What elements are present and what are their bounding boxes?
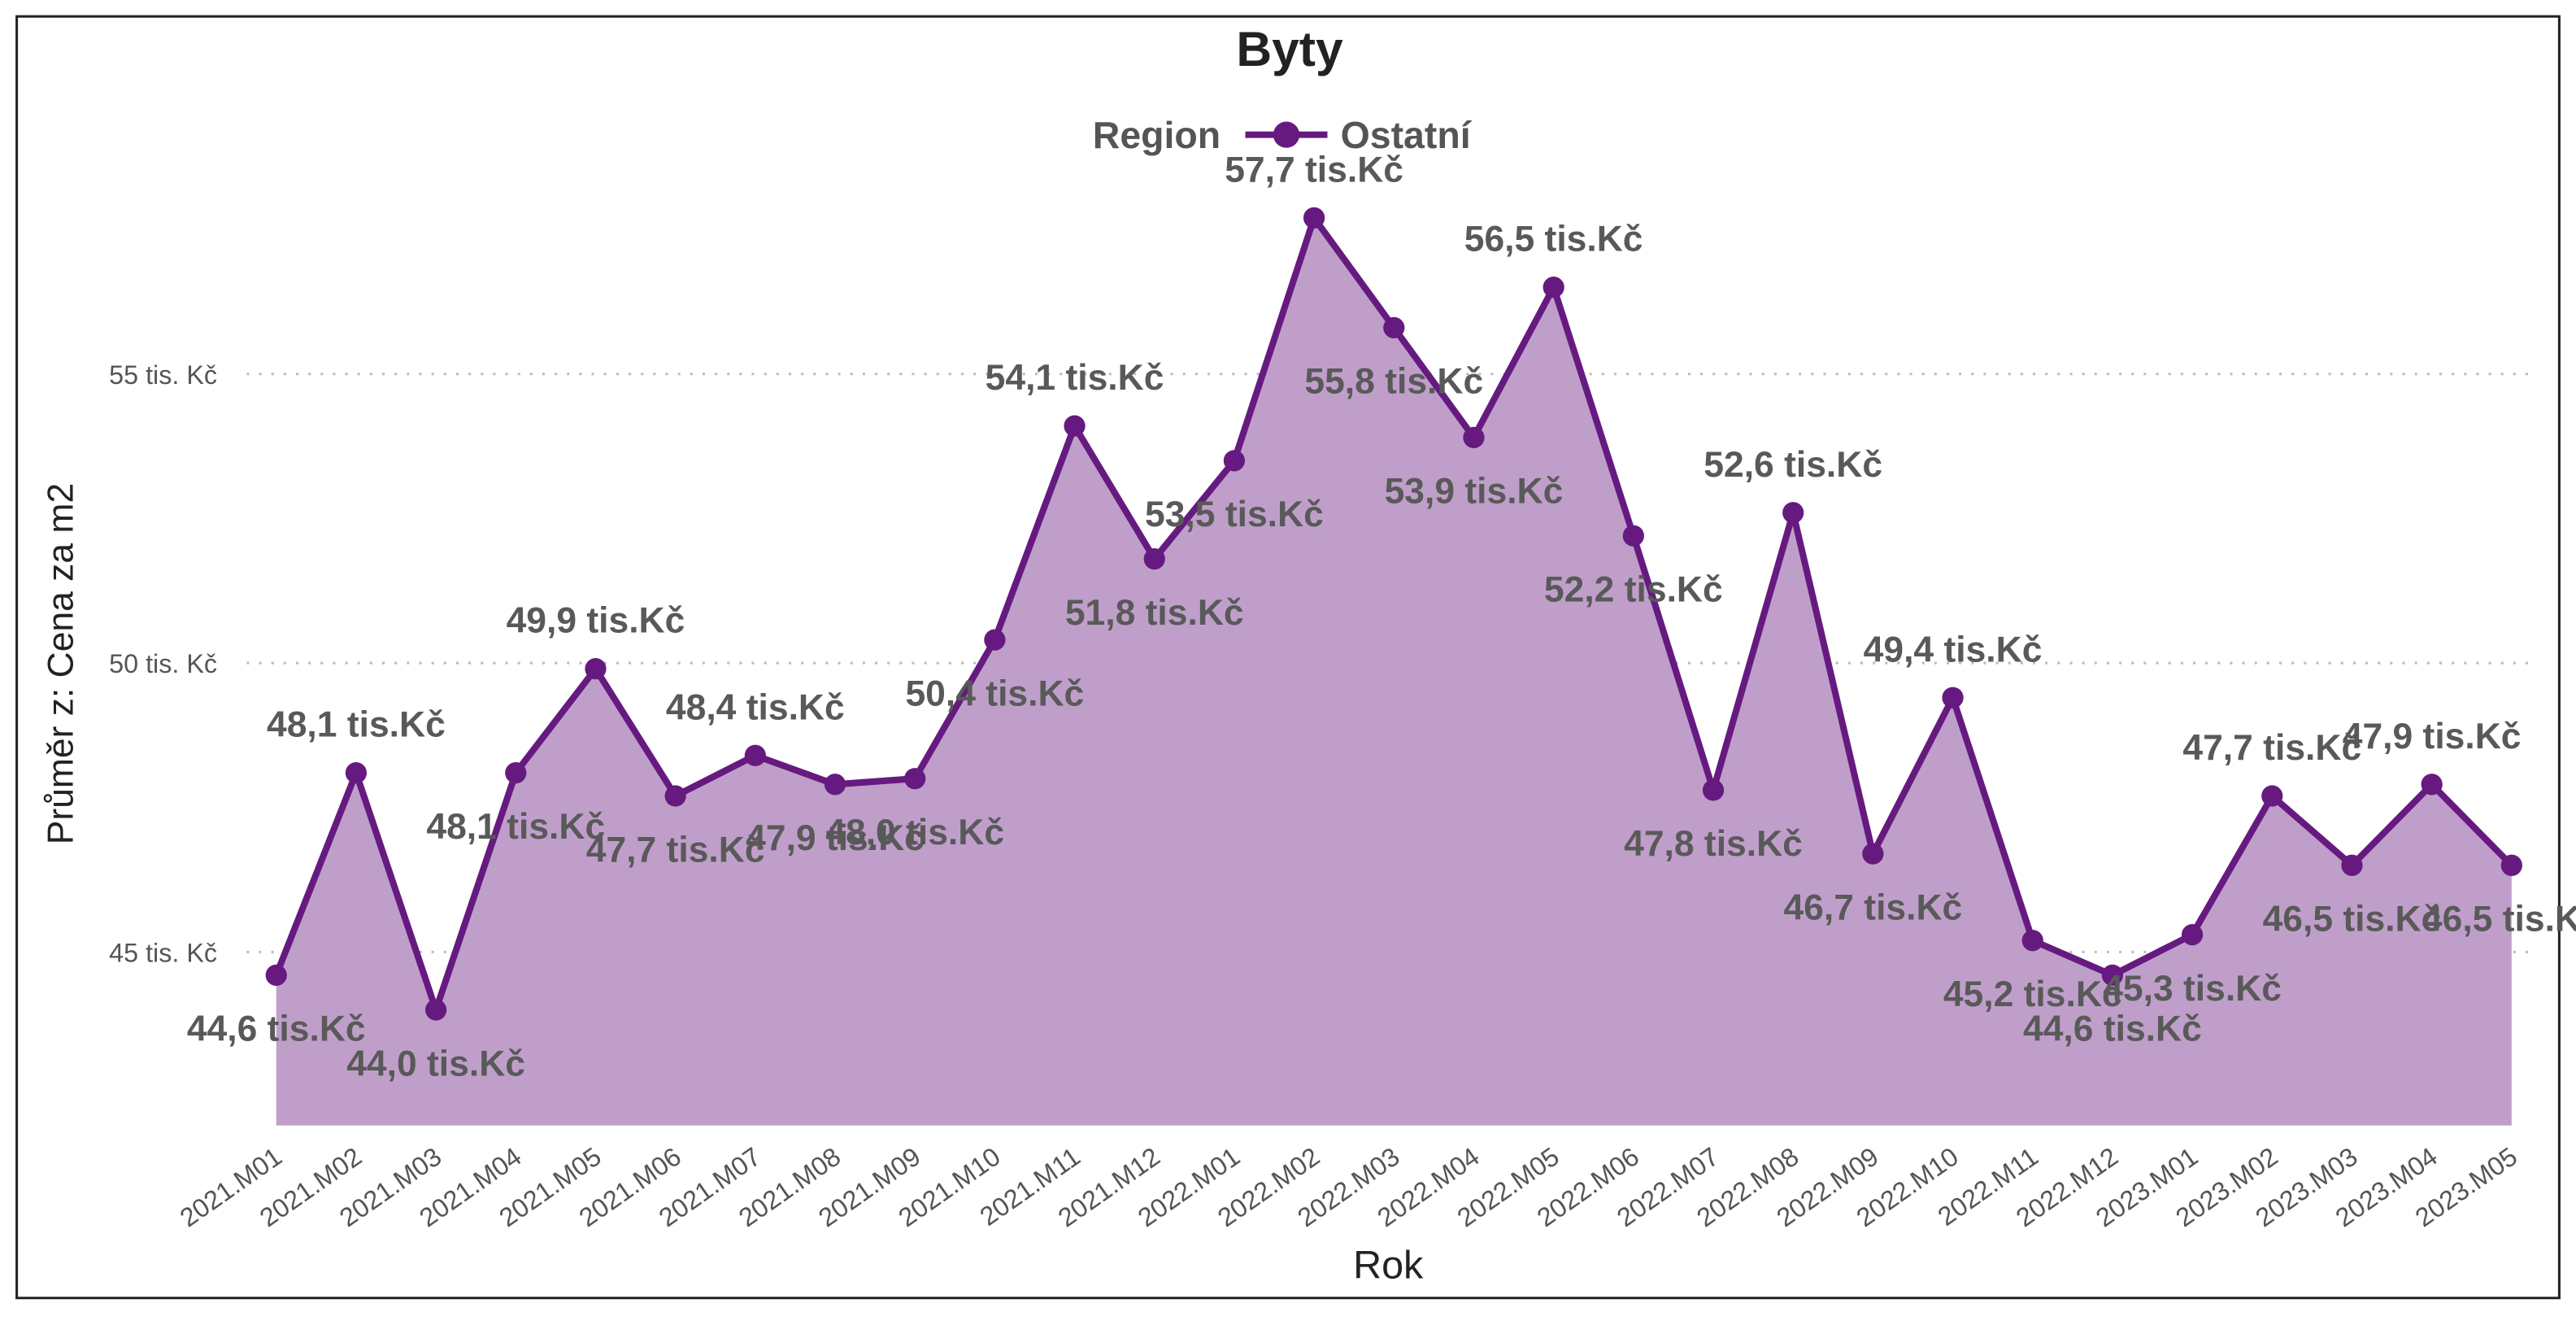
data-label: 56,5 tis.Kč	[1464, 220, 1643, 259]
point	[2341, 854, 2363, 876]
point	[2421, 774, 2443, 796]
point	[664, 785, 686, 807]
data-label: 46,7 tis.Kč	[1783, 887, 1962, 927]
point	[505, 761, 527, 784]
point	[1543, 276, 1564, 299]
point	[1782, 502, 1804, 524]
data-label: 53,9 tis.Kč	[1385, 472, 1564, 512]
point	[2500, 854, 2522, 876]
data-label: 47,9 tis.Kč	[2343, 717, 2522, 756]
y-tick-label: 50 tis. Kč	[109, 649, 217, 678]
point	[1622, 525, 1644, 547]
chart-border	[15, 15, 2561, 1300]
data-label: 47,8 tis.Kč	[1624, 824, 1803, 864]
legend-title: Region	[1093, 114, 1221, 156]
data-label: 49,4 tis.Kč	[1864, 630, 2043, 669]
data-label: 52,2 tis.Kč	[1544, 570, 1723, 610]
area-fill	[276, 217, 2512, 1126]
point	[744, 744, 766, 766]
point	[265, 964, 287, 986]
y-tick-label: 45 tis. Kč	[109, 939, 217, 968]
point	[2181, 923, 2204, 946]
data-label: 51,8 tis.Kč	[1065, 593, 1244, 633]
data-label: 48,1 tis.Kč	[426, 807, 605, 847]
data-label: 46,5 tis.Kč	[2263, 900, 2442, 940]
point	[984, 629, 1006, 651]
data-label: 52,6 tis.Kč	[1704, 445, 1882, 485]
point	[1064, 415, 1086, 437]
point	[2021, 930, 2043, 952]
data-label: 44,6 tis.Kč	[187, 1009, 366, 1049]
data-label: 55,8 tis.Kč	[1304, 362, 1483, 402]
data-label: 57,7 tis.Kč	[1225, 150, 1403, 190]
chart-title: Byty	[1236, 21, 1343, 76]
data-label: 50,4 tis.Kč	[905, 674, 1084, 713]
x-axis-label: Rok	[1353, 1243, 1424, 1287]
data-label: 45,3 tis.Kč	[2103, 969, 2282, 1009]
data-label: 47,7 tis.Kč	[2182, 728, 2361, 768]
point	[2101, 964, 2124, 986]
data-label: 47,9 tis.Kč	[746, 818, 925, 858]
data-label: 46,5 tis.Kč	[2422, 900, 2576, 940]
data-label: 47,7 tis.Kč	[586, 830, 765, 870]
legend-label: Ostatní	[1341, 114, 1473, 156]
legend-marker	[1273, 121, 1300, 148]
data-label: 45,2 tis.Kč	[1943, 974, 2122, 1014]
data-label: 48,4 tis.Kč	[666, 687, 845, 727]
point	[1383, 316, 1405, 338]
point	[1862, 843, 1884, 865]
point	[585, 658, 607, 680]
point	[1702, 779, 1725, 801]
point	[904, 768, 926, 790]
data-label: 48,0 tis.Kč	[825, 813, 1004, 852]
data-label: 44,0 tis.Kč	[346, 1044, 525, 1083]
point	[424, 999, 447, 1021]
point	[1942, 687, 1964, 708]
point	[1223, 450, 1246, 472]
data-label: 54,1 tis.Kč	[986, 358, 1164, 398]
point	[1143, 548, 1165, 570]
point	[2261, 785, 2283, 807]
point	[1303, 207, 1325, 229]
point	[1463, 426, 1485, 449]
point	[345, 761, 368, 784]
data-label: 49,9 tis.Kč	[507, 601, 685, 641]
y-tick-label: 55 tis. Kč	[109, 360, 217, 390]
data-label: 48,1 tis.Kč	[267, 705, 446, 745]
point	[824, 774, 846, 796]
y-axis-label: Průměr z: Cena za m2	[41, 483, 80, 844]
data-label: 53,5 tis.Kč	[1145, 495, 1324, 534]
data-label: 44,6 tis.Kč	[2023, 1009, 2202, 1049]
